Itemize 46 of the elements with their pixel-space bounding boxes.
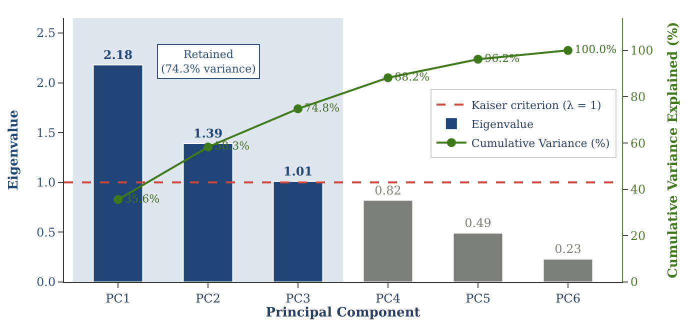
- data-label: 1.01: [283, 164, 313, 178]
- y2-tick-label: 80: [630, 90, 646, 104]
- data-label: 88.2%: [394, 70, 430, 84]
- data-label: 35.6%: [124, 192, 160, 206]
- x-tick-label: PC3: [286, 291, 310, 306]
- y-tick-label: 1.0: [36, 176, 56, 190]
- point: [564, 46, 572, 55]
- point: [294, 104, 302, 114]
- y2-axis-title: Cumulative Variance Explained (%): [666, 22, 681, 278]
- y-tick-label: 0.0: [36, 275, 56, 290]
- data-label: 74.8%: [304, 102, 340, 115]
- point: [204, 142, 212, 152]
- x-tick-label: PC2: [196, 291, 220, 306]
- point: [384, 73, 392, 82]
- data-label: 58.3%: [214, 140, 250, 153]
- data-label: 0.82: [374, 183, 402, 198]
- x-tick-label: PC1: [106, 291, 130, 306]
- bar: [272, 180, 324, 282]
- legend-label: Cumulative Variance (%): [471, 136, 610, 150]
- y-tick-label: 2.5: [36, 26, 56, 40]
- data-label: 0.49: [464, 216, 492, 230]
- bar: [452, 232, 504, 282]
- y-axis-title: Eigenvalue: [6, 110, 22, 190]
- annotation: Retained (74.3% variance): [161, 48, 256, 76]
- legend-label: Eigenvalue: [471, 118, 534, 131]
- y2-tick-label: 20: [630, 228, 646, 243]
- bar: [542, 258, 594, 282]
- x-tick-label: PC5: [466, 291, 490, 306]
- legend-label: Kaiser criterion (λ = 1): [471, 98, 602, 112]
- y2-tick-label: 40: [630, 182, 646, 197]
- data-label: 1.39: [193, 126, 223, 141]
- y-tick-label: 1.5: [36, 126, 56, 140]
- y2-tick-label: 60: [630, 136, 646, 150]
- x-tick-label: PC6: [556, 291, 580, 306]
- point: [474, 54, 482, 64]
- point: [114, 195, 122, 204]
- y-tick-label: 2.0: [36, 76, 56, 90]
- data-label: 0.23: [554, 242, 582, 256]
- x-axis-title: Principal Component: [266, 305, 420, 320]
- y-tick-label: 0.5: [36, 225, 56, 240]
- data-label: 2.18: [103, 48, 133, 62]
- x-tick-label: PC4: [376, 291, 401, 306]
- y2-tick-label: 100: [630, 44, 654, 58]
- data-label: 100.0%: [574, 43, 617, 56]
- y2-tick-label: 0: [630, 275, 638, 290]
- bar: [362, 200, 414, 282]
